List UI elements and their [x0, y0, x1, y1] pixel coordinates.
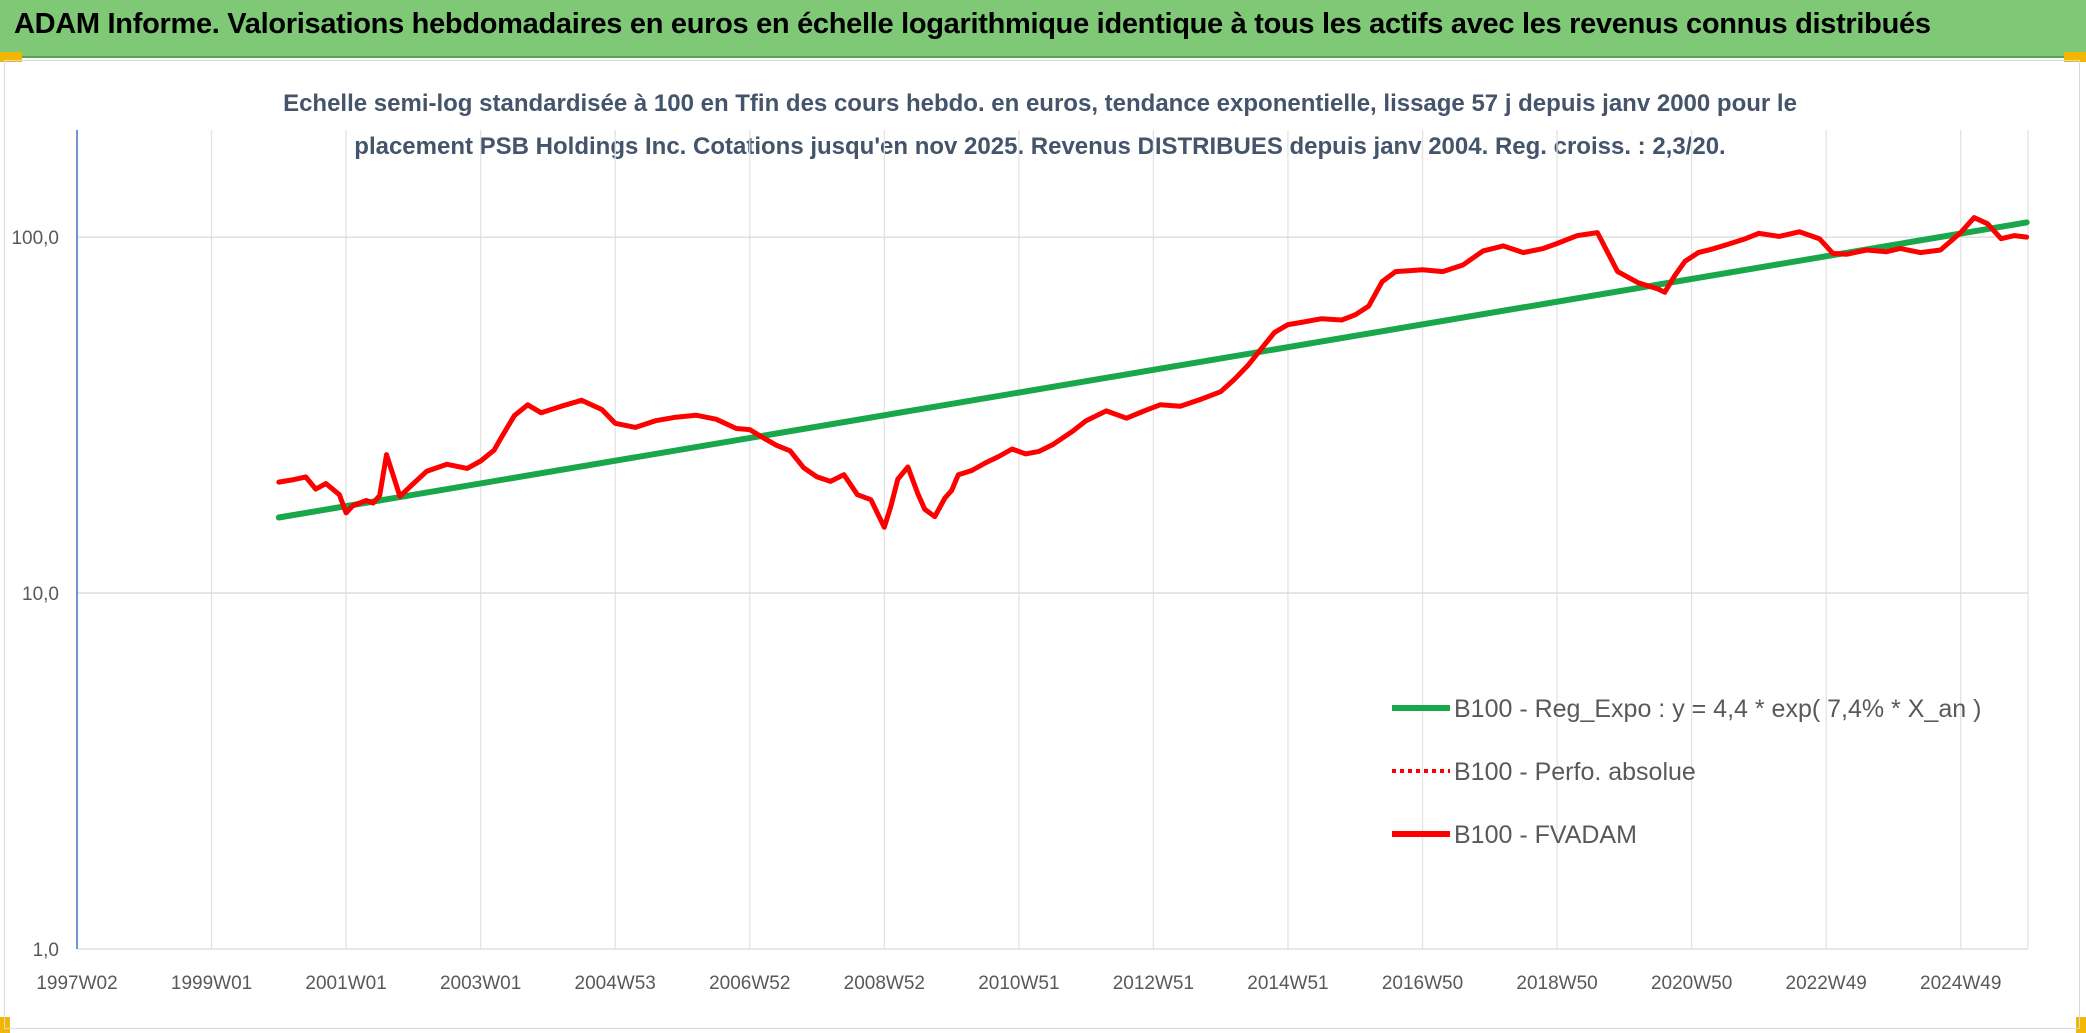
legend-label-1: B100 - Reg_Expo : y = 4,4 * exp( 7,4% * … [1454, 695, 1981, 723]
y-tick-label: 10,0 [22, 584, 59, 605]
legend-label-2: B100 - Perfo. absolue [1454, 758, 1696, 786]
x-tick-label: 1999W01 [171, 973, 252, 994]
y-tick-label: 1,0 [33, 940, 59, 961]
x-tick-label: 2022W49 [1786, 973, 1867, 994]
x-tick-label: 2010W51 [978, 973, 1059, 994]
corner-accent-right [2064, 52, 2086, 62]
x-tick-label: 2018W50 [1516, 973, 1597, 994]
page-title: ADAM Informe. Valorisations hebdomadaire… [14, 8, 1931, 40]
x-tick-label: 2004W53 [575, 973, 656, 994]
x-tick-label: 1997W02 [36, 973, 117, 994]
x-tick-label: 2012W51 [1113, 973, 1194, 994]
corner-accent-left [0, 52, 22, 62]
chart-title-line-1: Echelle semi-log standardisée à 100 en T… [283, 90, 1797, 117]
chart-frame [4, 60, 2080, 1029]
regression-line [275, 219, 2030, 521]
fvadam-line [276, 215, 2030, 530]
x-tick-label: 2003W01 [440, 973, 521, 994]
y-tick-label: 100,0 [11, 228, 59, 249]
corner-accent-bottom-right [2076, 1017, 2086, 1033]
chart-title-line-2: placement PSB Holdings Inc. Cotations ju… [354, 133, 1726, 160]
x-tick-label: 2008W52 [844, 973, 925, 994]
x-tick-label: 2006W52 [709, 973, 790, 994]
legend-label-3: B100 - FVADAM [1454, 821, 1637, 849]
x-tick-label: 2024W49 [1920, 973, 2001, 994]
x-tick-label: 2014W51 [1247, 973, 1328, 994]
x-tick-label: 2020W50 [1651, 973, 1732, 994]
x-tick-label: 2016W50 [1382, 973, 1463, 994]
x-tick-label: 2001W01 [305, 973, 386, 994]
header-banner: ADAM Informe. Valorisations hebdomadaire… [0, 0, 2086, 58]
corner-accent-bottom-left [0, 1017, 10, 1033]
